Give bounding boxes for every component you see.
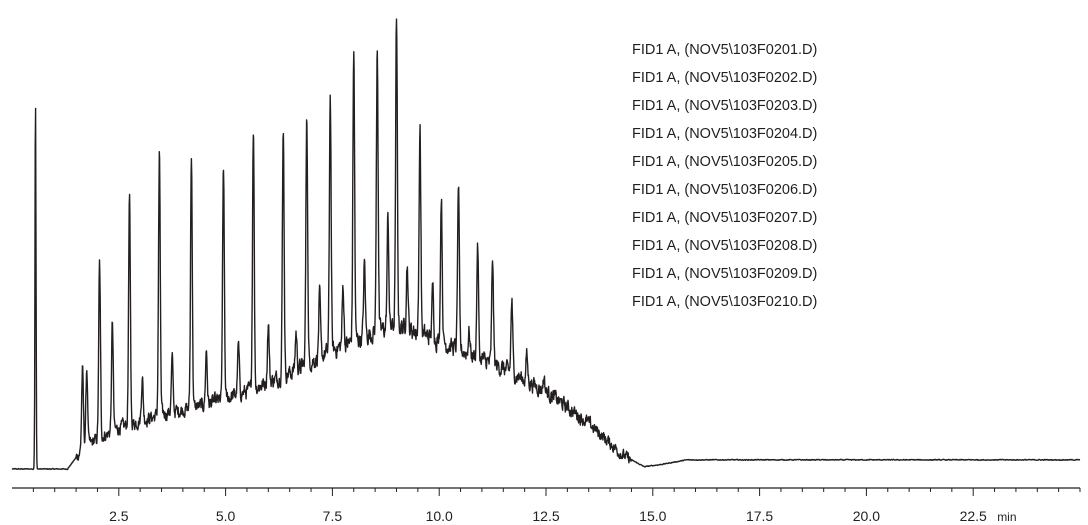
legend-entry: FID1 A, (NOV5\103F0207.D) (632, 210, 817, 226)
x-tick-label: 10.0 (426, 508, 453, 524)
x-tick-label: 17.5 (746, 508, 773, 524)
legend-entry: FID1 A, (NOV5\103F0205.D) (632, 154, 817, 170)
x-tick-label: 20.0 (853, 508, 880, 524)
chromatogram-trace (11, 18, 1081, 471)
legend-entry: FID1 A, (NOV5\103F0208.D) (632, 238, 817, 254)
legend-entry: FID1 A, (NOV5\103F0206.D) (632, 182, 817, 198)
x-tick-label: 12.5 (532, 508, 559, 524)
legend-entry: FID1 A, (NOV5\103F0201.D) (632, 42, 817, 58)
trace-group (11, 18, 1081, 471)
x-tick-label: 5.0 (216, 508, 236, 524)
x-tick-label: 22.5 (960, 508, 987, 524)
legend: FID1 A, (NOV5\103F0201.D) FID1 A, (NOV5\1… (632, 42, 817, 310)
legend-entry: FID1 A, (NOV5\103F0202.D) (632, 70, 817, 86)
x-tick-label: 7.5 (323, 508, 343, 524)
legend-entry: FID1 A, (NOV5\103F0204.D) (632, 126, 817, 142)
x-tick-label: 15.0 (639, 508, 666, 524)
legend-entry: FID1 A, (NOV5\103F0209.D) (632, 266, 817, 282)
x-axis: 2.5 5.0 7.5 10.0 12.5 15.0 17.5 20.0 22.5 (12, 487, 1081, 524)
x-unit-label: min (997, 510, 1016, 524)
legend-entry: FID1 A, (NOV5\103F0203.D) (632, 98, 817, 114)
legend-entry: FID1 A, (NOV5\103F0210.D) (632, 294, 817, 310)
x-tick-label: 2.5 (109, 508, 129, 524)
